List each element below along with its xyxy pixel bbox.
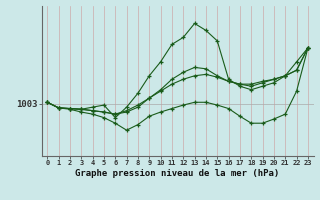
X-axis label: Graphe pression niveau de la mer (hPa): Graphe pression niveau de la mer (hPa) xyxy=(76,169,280,178)
